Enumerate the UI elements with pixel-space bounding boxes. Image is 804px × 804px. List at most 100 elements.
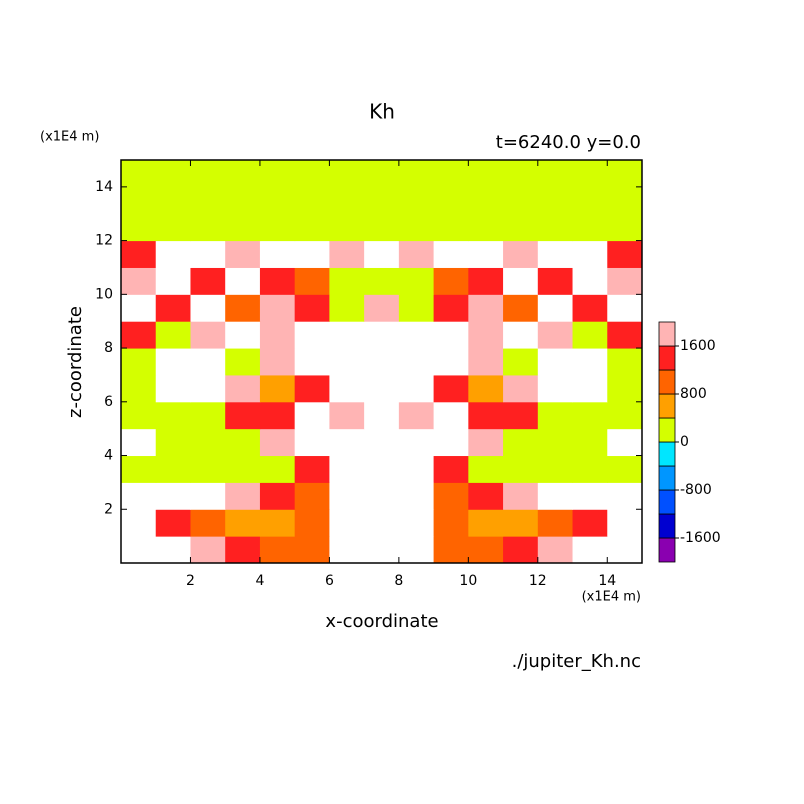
contour-cell: [121, 536, 157, 564]
contour-cell: [121, 428, 157, 457]
contour-cell: [503, 294, 539, 322]
contour-cell: [607, 267, 643, 295]
contour-cell: [537, 321, 574, 349]
colorbar-tick-label: -1600: [680, 530, 721, 546]
colorbar-box: [658, 537, 676, 563]
contour-cell: [259, 536, 296, 564]
contour-cell: [225, 240, 261, 268]
contour-cell: [294, 186, 330, 215]
contour-cell: [329, 321, 365, 349]
colorbar-tick-label: -800: [680, 482, 712, 498]
colorbar-box: [658, 489, 676, 515]
contour-cell: [259, 374, 296, 403]
contour-cell: [294, 348, 330, 376]
contour-cell: [155, 160, 191, 188]
contour-cell: [364, 240, 400, 268]
subtitle: t=6240.0 y=0.0: [496, 132, 641, 153]
contour-cell: [503, 213, 539, 242]
contour-cell: [190, 455, 226, 483]
contour-cell: [121, 348, 157, 376]
contour-cell: [503, 428, 539, 457]
contour-cell: [433, 160, 469, 188]
contour-cell: [572, 321, 608, 349]
contour-cell: [537, 509, 574, 537]
contour-field: [121, 160, 643, 564]
contour-cell: [155, 213, 191, 242]
contour-cell: [121, 186, 157, 215]
contour-cell: [294, 536, 330, 564]
x-tick-label: 12: [529, 573, 547, 589]
contour-cell: [607, 509, 643, 537]
contour-cell: [572, 240, 608, 268]
contour-cell: [329, 186, 365, 215]
colorbar-box: [658, 465, 676, 491]
colorbar-box: [658, 369, 676, 395]
contour-cell: [537, 186, 574, 215]
contour-cell: [155, 482, 191, 510]
contour-cell: [190, 482, 226, 510]
contour-cell: [190, 160, 226, 188]
contour-cell: [259, 240, 296, 268]
contour-cell: [155, 240, 191, 268]
contour-cell: [433, 294, 469, 322]
contour-cell: [329, 482, 365, 510]
contour-cell: [364, 267, 400, 295]
y-tick-label: 6: [104, 394, 113, 410]
colorbar-tick-label: 0: [680, 434, 689, 450]
contour-cell: [503, 186, 539, 215]
contour-cell: [294, 160, 330, 188]
axes: 2 4 6 8 10 12 14 2 4 6 8 10 12 14: [95, 159, 643, 589]
contour-cell: [607, 213, 643, 242]
contour-cell: [503, 348, 539, 376]
contour-cell: [607, 536, 643, 564]
x-tick-label: 6: [325, 573, 334, 589]
colorbar-tick-label: 1600: [680, 338, 716, 354]
contour-cell: [398, 267, 435, 295]
contour-cell: [572, 160, 608, 188]
y-tick-label: 14: [95, 179, 113, 195]
x-tick-label: 10: [459, 573, 477, 589]
colorbar-box: [658, 345, 676, 371]
contour-cell: [572, 186, 608, 215]
colorbar-box: [658, 441, 676, 467]
contour-cell: [468, 294, 504, 322]
contour-cell: [155, 348, 191, 376]
contour-cell: [294, 213, 330, 242]
contour-cell: [537, 213, 574, 242]
x-tick-label: 8: [394, 573, 403, 589]
contour-cell: [259, 482, 296, 510]
contour-cell: [537, 536, 574, 564]
chart-title: Kh: [369, 100, 395, 124]
contour-cell: [225, 321, 261, 349]
contour-cell: [572, 348, 608, 376]
contour-cell: [398, 240, 435, 268]
contour-cell: [259, 401, 296, 430]
contour-cell: [537, 348, 574, 376]
contour-cell: [121, 455, 157, 483]
colorbar-box: [658, 513, 676, 539]
colorbar: -1600 -800 0 800 1600: [658, 321, 721, 563]
contour-cell: [433, 321, 469, 349]
y-axis-label: z-coordinate: [65, 306, 86, 418]
contour-cell: [537, 294, 574, 322]
contour-cell: [572, 536, 608, 564]
contour-cell: [225, 428, 261, 457]
contour-cell: [121, 401, 157, 430]
contour-cell: [155, 374, 191, 403]
contour-cell: [468, 267, 504, 295]
x-tick-label: 14: [598, 573, 616, 589]
contour-cell: [398, 401, 435, 430]
contour-cell: [364, 294, 400, 322]
contour-cell: [329, 348, 365, 376]
colorbar-tick-label: 800: [680, 386, 707, 402]
contour-cell: [433, 455, 469, 483]
contour-cell: [537, 267, 574, 295]
contour-cell: [259, 160, 296, 188]
contour-cell: [225, 509, 261, 537]
contour-cell: [190, 294, 226, 322]
contour-cell: [294, 267, 330, 295]
contour-cell: [607, 428, 643, 457]
contour-cell: [433, 536, 469, 564]
colorbar-box: [658, 417, 676, 443]
